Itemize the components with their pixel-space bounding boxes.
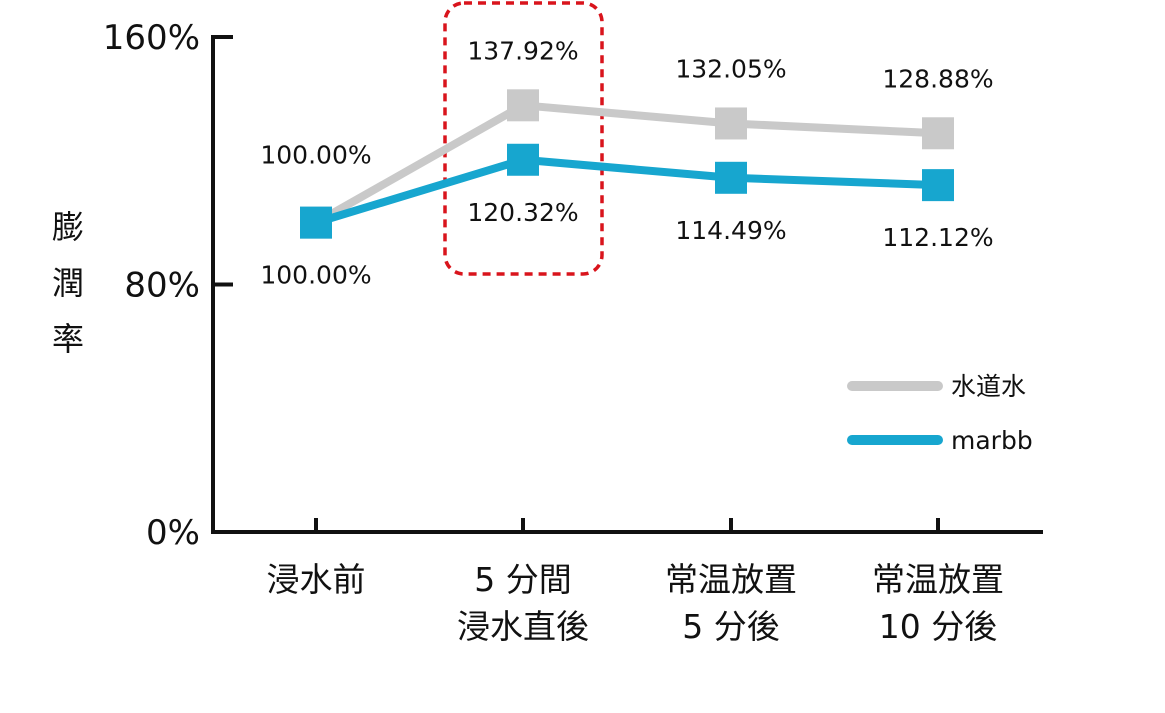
series-line-0 — [314, 101, 939, 227]
series-1-data-label-3: 112.12% — [882, 223, 993, 252]
x-tick-label-3-line-0: 常温放置 — [872, 560, 1004, 599]
x-tick-label-2-line-1: 5 分後 — [682, 607, 780, 646]
series-0-data-label-1: 137.92% — [467, 36, 578, 65]
series-1-data-label-0: 100.00% — [260, 261, 371, 290]
series-1-point-0 — [300, 206, 332, 239]
x-tick-label-2-line-0: 常温放置 — [665, 560, 797, 599]
series-1-point-1 — [507, 143, 539, 176]
series-0-data-label-3: 128.88% — [882, 64, 993, 93]
y-axis-label-char-2: 率 — [52, 320, 84, 358]
series-1-point-2 — [715, 161, 747, 194]
series-1-data-label-2: 114.49% — [675, 216, 786, 245]
legend-label-1: marbb — [951, 426, 1033, 455]
series-0-point-3 — [922, 117, 954, 150]
series-0-point-1 — [507, 89, 539, 122]
x-tick-label-1-line-1: 浸水直後 — [457, 607, 589, 646]
series-1-point-3 — [922, 169, 954, 202]
y-axis-label-char-1: 潤 — [52, 264, 84, 302]
series-line-1 — [314, 155, 939, 227]
series-0-data-label-2: 132.05% — [675, 54, 786, 83]
highlight-box — [443, 1, 604, 276]
y-tick-label-2: 160% — [103, 18, 200, 58]
x-tick-label-1-line-0: 5 分間 — [474, 560, 572, 599]
y-axis-label-char-0: 膨 — [52, 208, 84, 246]
series-0-point-2 — [715, 107, 747, 140]
series-1-data-label-1: 120.32% — [467, 198, 578, 227]
y-tick-label-1: 80% — [124, 266, 200, 306]
x-tick-label-0: 浸水前 — [267, 560, 366, 599]
x-tick-label-3-line-1: 10 分後 — [879, 607, 997, 646]
series-0-data-label-0: 100.00% — [260, 141, 371, 170]
y-tick-label-0: 0% — [146, 513, 200, 553]
legend-label-0: 水道水 — [951, 372, 1026, 401]
